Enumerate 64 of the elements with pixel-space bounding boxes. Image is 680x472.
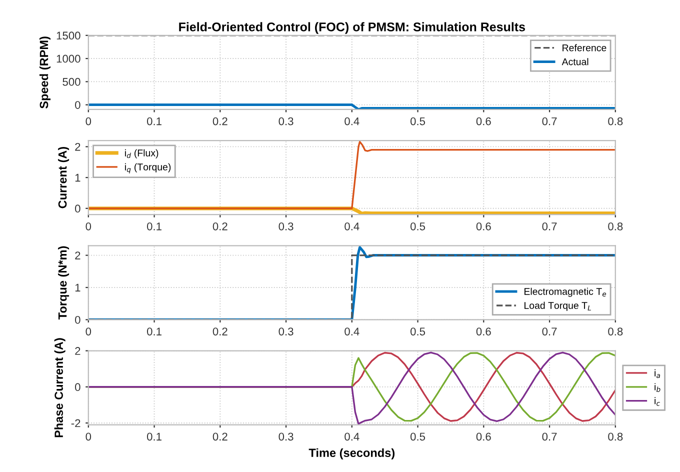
- y-tick-label: 2: [75, 347, 80, 355]
- legend-label: i$_{d}$ (Flux): [125, 149, 158, 158]
- x-tick-label: 0.6: [476, 328, 491, 336]
- x-tick-label: 0.4: [344, 117, 360, 126]
- x-axis-title: Time (seconds): [308, 448, 395, 460]
- y-tick-label: 2: [75, 252, 80, 260]
- y-tick-label: 1: [75, 174, 80, 182]
- x-tick-label: 0.1: [146, 432, 162, 441]
- x-tick-label: 0.8: [608, 432, 623, 441]
- x-tick-label: 0.8: [608, 328, 623, 336]
- x-tick-label: 0.1: [146, 222, 162, 230]
- legend-label: i$_{c}$: [654, 397, 660, 406]
- legend-label: Load Torque T$_{L}$: [524, 302, 591, 311]
- x-tick-label: 0.4: [344, 328, 360, 336]
- x-tick-label: 0.1: [146, 328, 162, 336]
- x-tick-label: 0.3: [278, 432, 294, 441]
- x-tick-label: 0: [86, 222, 92, 230]
- legend-label: i$_{a}$: [654, 369, 660, 378]
- x-tick-label: 0.3: [278, 117, 294, 126]
- x-tick-label: 0.5: [410, 328, 426, 336]
- x-tick-label: 0.6: [476, 432, 491, 441]
- y-tick-label: -2: [71, 419, 80, 428]
- y-axis-title: Phase Current (A): [54, 338, 66, 438]
- y-axis-title: Speed (RPM): [39, 36, 50, 108]
- x-tick-label: 0.5: [410, 432, 426, 441]
- legend-label: Actual: [562, 58, 588, 66]
- x-tick-label: 0.8: [608, 222, 623, 230]
- x-tick-label: 0: [86, 117, 92, 126]
- x-tick-label: 0.6: [476, 222, 491, 230]
- x-tick-label: 0.6: [476, 117, 491, 126]
- x-tick-label: 0.1: [146, 117, 162, 126]
- x-tick-label: 0.5: [410, 117, 426, 126]
- x-tick-label: 0.3: [278, 328, 294, 336]
- y-tick-label: 0: [75, 204, 80, 213]
- legend-label: Electromagnetic T$_{e}$: [524, 288, 606, 297]
- chart-title: Field-Oriented Control (FOC) of PMSM: Simulation Results: [179, 22, 526, 34]
- x-tick-label: 0: [86, 328, 92, 336]
- x-tick-label: 0: [86, 432, 92, 441]
- y-tick-label: 500: [62, 78, 80, 86]
- legend-label: i$_{q}$ (Torque): [125, 163, 171, 174]
- x-tick-label: 0.7: [542, 432, 557, 441]
- x-tick-label: 0.7: [542, 117, 557, 126]
- y-tick-label: 0: [75, 316, 80, 324]
- x-tick-label: 0.5: [410, 222, 426, 230]
- y-tick-label: 1500: [56, 32, 80, 40]
- y-axis-title: Current (A): [58, 146, 70, 208]
- y-axis-title: Torque (N*m): [58, 246, 70, 320]
- y-tick-label: 0: [75, 383, 80, 392]
- x-tick-label: 0.3: [278, 222, 294, 230]
- x-tick-label: 0.4: [344, 432, 360, 441]
- x-tick-label: 0.4: [344, 222, 360, 230]
- y-tick-label: 1: [75, 284, 80, 292]
- y-tick-label: 0: [75, 101, 80, 109]
- legend-label: Reference: [562, 44, 606, 52]
- x-tick-label: 0.7: [542, 328, 557, 336]
- legend-label: i$_{b}$: [654, 383, 660, 392]
- x-tick-label: 0.2: [212, 222, 228, 230]
- x-tick-label: 0.2: [212, 432, 228, 441]
- x-tick-label: 0.7: [542, 222, 557, 230]
- x-tick-label: 0.8: [608, 117, 623, 126]
- x-tick-label: 0.2: [212, 328, 228, 336]
- y-tick-label: 2: [75, 142, 80, 151]
- y-tick-label: 1000: [56, 54, 80, 63]
- x-tick-label: 0.2: [212, 117, 228, 126]
